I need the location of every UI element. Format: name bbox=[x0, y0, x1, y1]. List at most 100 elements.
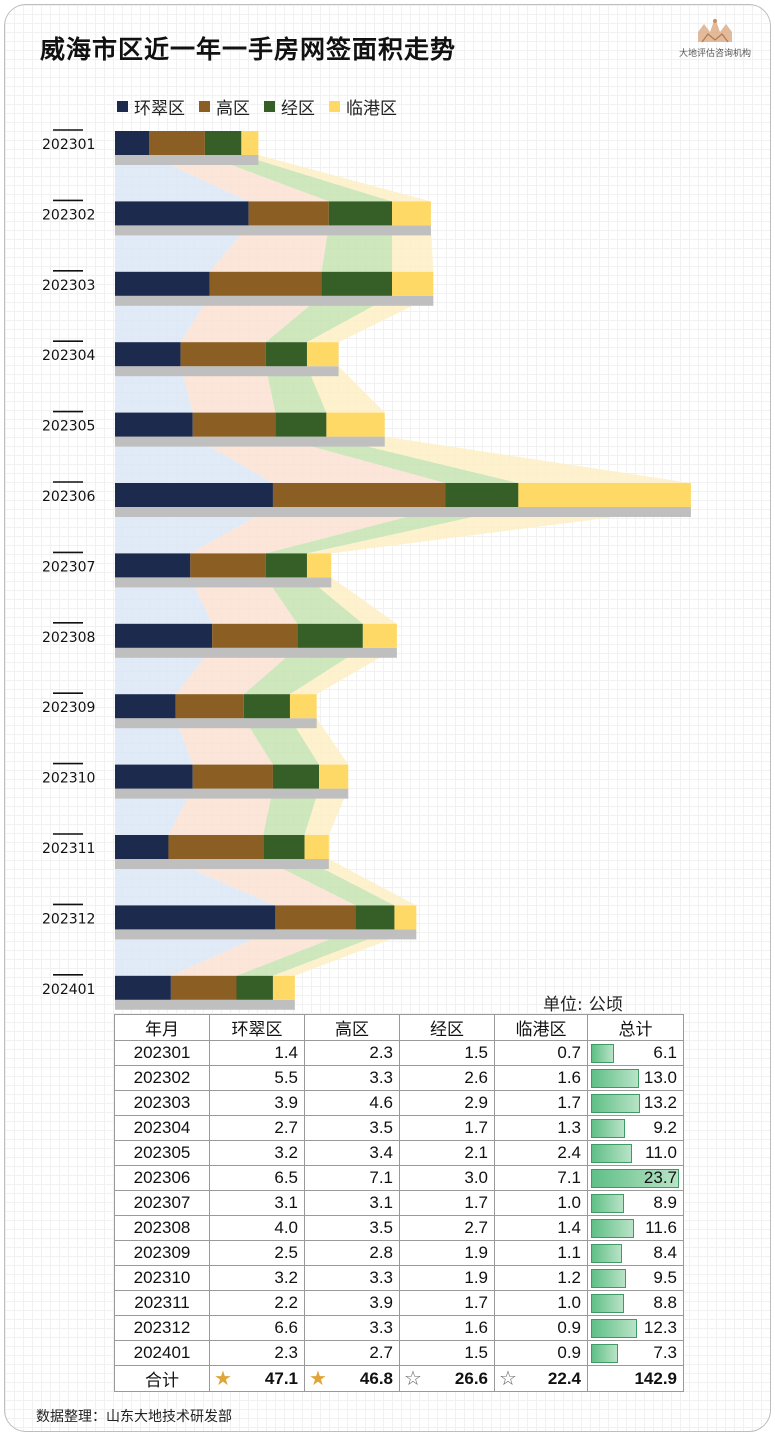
segment-gaoqu bbox=[149, 131, 205, 155]
bar-total-base bbox=[115, 929, 417, 940]
segment-jingqu bbox=[204, 131, 242, 155]
segment-jingqu bbox=[297, 623, 363, 648]
month-cell: 202401 bbox=[114, 1340, 210, 1366]
value-cell: 1.5 bbox=[399, 1040, 495, 1066]
segment-gaoqu bbox=[180, 342, 266, 367]
bar-total-base bbox=[115, 225, 431, 236]
summary-value-cell: ★ 46.8 bbox=[304, 1365, 400, 1392]
legend-swatch bbox=[329, 101, 340, 112]
segment-gaoqu bbox=[272, 483, 446, 507]
value-cell: 2.7 bbox=[304, 1340, 400, 1366]
star-filled-icon: ★ bbox=[214, 1367, 232, 1390]
total-data-bar bbox=[591, 1319, 637, 1338]
segment-jingqu bbox=[355, 905, 395, 930]
total-data-bar bbox=[591, 1094, 640, 1113]
segment-huancui bbox=[115, 553, 191, 578]
brand-logo: 大地评估咨询机构 bbox=[668, 12, 762, 64]
bar-total-base bbox=[115, 507, 691, 517]
table-row: 202303 3.9 4.6 2.9 1.7 13.2 bbox=[114, 1090, 684, 1116]
value-cell: 1.9 bbox=[399, 1265, 495, 1291]
total-data-bar bbox=[591, 1144, 632, 1163]
bar-total-base bbox=[115, 295, 434, 306]
value-cell: 3.9 bbox=[304, 1290, 400, 1316]
legend-item-lingang: 临港区 bbox=[329, 94, 397, 119]
value-cell: 4.6 bbox=[304, 1090, 400, 1116]
month-cell: 202312 bbox=[114, 1315, 210, 1341]
total-cell: 9.2 bbox=[587, 1115, 684, 1141]
segment-jingqu bbox=[321, 271, 393, 296]
segment-huancui bbox=[115, 131, 150, 155]
ribbon-gaoqu bbox=[190, 507, 446, 554]
segment-lingang bbox=[326, 412, 385, 437]
segment-jingqu bbox=[275, 412, 327, 437]
category-label: 202301 bbox=[42, 137, 95, 153]
segment-gaoqu bbox=[275, 905, 356, 930]
category-label: 202311 bbox=[42, 841, 95, 857]
segment-lingang bbox=[272, 975, 295, 1000]
summary-value: 22.4 bbox=[547, 1368, 581, 1388]
ribbon-jingqu bbox=[265, 507, 519, 554]
chart-title: 威海市区近一年一手房网签面积走势 bbox=[40, 35, 457, 64]
data-source-note: 数据整理：山东大地技术研发部 bbox=[36, 1409, 232, 1425]
bar-total-base bbox=[115, 436, 385, 447]
total-data-bar bbox=[591, 1294, 624, 1313]
summary-row: 合计 ★ 47.1 ★ 46.8 ☆ 26.6 ☆ 22.4 142.9 bbox=[114, 1365, 684, 1392]
bar-total-base bbox=[115, 718, 317, 729]
total-value: 6.1 bbox=[653, 1043, 677, 1062]
month-cell: 202308 bbox=[114, 1215, 210, 1241]
total-cell: 11.0 bbox=[587, 1140, 684, 1166]
bar-layer bbox=[115, 131, 691, 1010]
value-cell: 3.3 bbox=[304, 1065, 400, 1091]
month-cell: 202307 bbox=[114, 1190, 210, 1216]
segment-lingang bbox=[241, 131, 259, 155]
ribbon-lingang bbox=[306, 366, 385, 413]
ribbon-gaoqu bbox=[180, 295, 322, 343]
legend-swatch bbox=[117, 101, 128, 112]
segment-huancui bbox=[115, 764, 193, 789]
segment-lingang bbox=[319, 764, 349, 789]
total-data-bar bbox=[591, 1119, 626, 1138]
value-cell: 3.0 bbox=[399, 1165, 495, 1191]
star-filled-icon: ★ bbox=[309, 1367, 327, 1390]
column-header: 经区 bbox=[399, 1014, 495, 1041]
category-label-layer: 202301 202302 202303 202304 202305 202306 2023… bbox=[42, 129, 96, 998]
summary-value-cell: ☆ 26.6 bbox=[399, 1365, 495, 1392]
value-cell: 3.1 bbox=[209, 1190, 305, 1216]
ribbon-lingang bbox=[304, 859, 417, 906]
month-cell: 202310 bbox=[114, 1265, 210, 1291]
total-cell: 23.7 bbox=[587, 1165, 684, 1191]
segment-huancui bbox=[115, 342, 181, 367]
ribbon-huancui bbox=[115, 788, 193, 835]
segment-jingqu bbox=[263, 835, 305, 859]
ribbon-huancui bbox=[115, 507, 273, 554]
segment-lingang bbox=[306, 342, 339, 367]
legend-label: 临港区 bbox=[346, 99, 397, 119]
segment-huancui bbox=[115, 412, 193, 437]
ribbon-gaoqu bbox=[192, 436, 446, 483]
ribbon-jingqu bbox=[263, 859, 395, 906]
value-cell: 3.3 bbox=[304, 1265, 400, 1291]
value-cell: 3.5 bbox=[304, 1215, 400, 1241]
segment-huancui bbox=[115, 623, 213, 648]
total-cell: 8.8 bbox=[587, 1290, 684, 1316]
total-data-bar bbox=[591, 1344, 619, 1363]
segment-gaoqu bbox=[190, 553, 266, 578]
value-cell: 3.9 bbox=[209, 1090, 305, 1116]
value-cell: 7.1 bbox=[494, 1165, 588, 1191]
legend-swatch bbox=[264, 101, 275, 112]
total-value: 9.2 bbox=[653, 1118, 677, 1137]
segment-jingqu bbox=[328, 201, 393, 226]
total-data-bar bbox=[591, 1169, 679, 1188]
total-cell: 13.2 bbox=[587, 1090, 684, 1116]
segment-jingqu bbox=[445, 483, 519, 507]
value-cell: 2.9 bbox=[399, 1090, 495, 1116]
value-cell: 1.0 bbox=[494, 1190, 588, 1216]
total-value: 23.7 bbox=[643, 1168, 677, 1187]
table-row: 202302 5.5 3.3 2.6 1.6 13.0 bbox=[114, 1065, 684, 1091]
value-cell: 1.4 bbox=[494, 1215, 588, 1241]
summary-value-cell: ★ 47.1 bbox=[209, 1365, 305, 1392]
category-label: 202308 bbox=[42, 630, 95, 646]
segment-gaoqu bbox=[170, 975, 237, 1000]
segment-huancui bbox=[115, 483, 273, 507]
segment-gaoqu bbox=[212, 623, 298, 648]
